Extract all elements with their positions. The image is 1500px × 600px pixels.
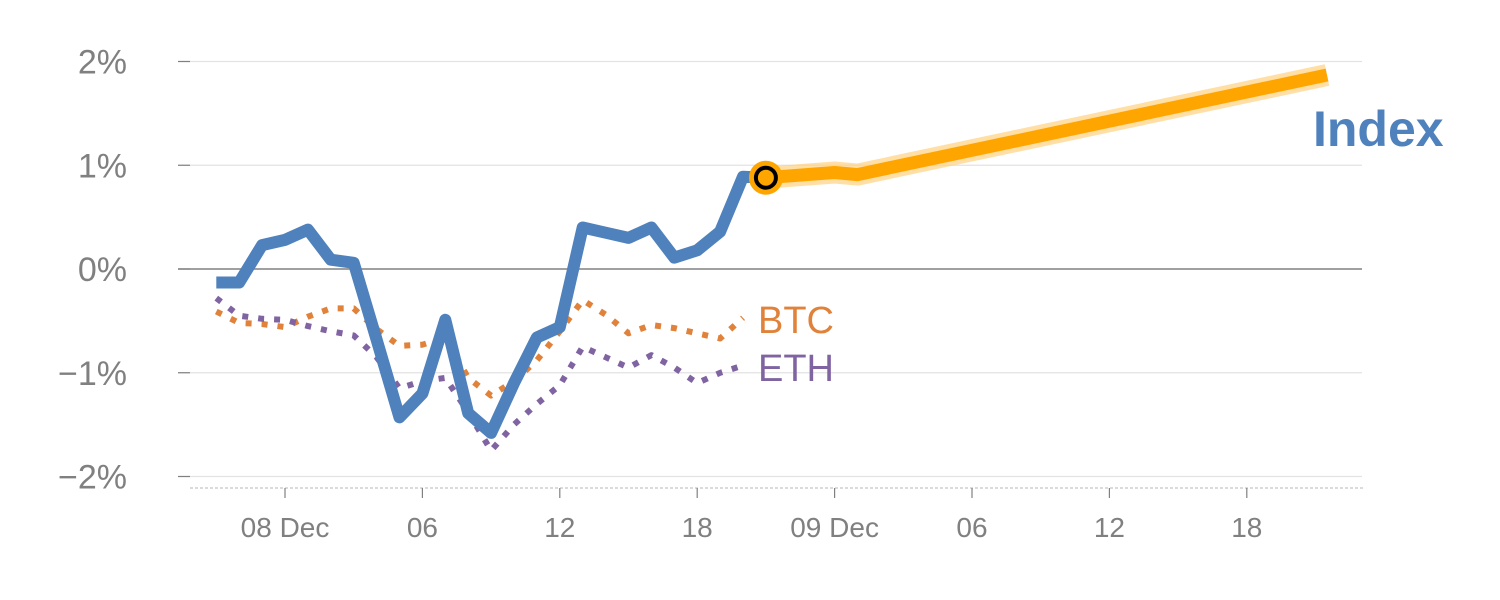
eth-series-label: ETH: [758, 348, 834, 390]
x-axis: 08 Dec 06 12 18 09 Dec 06 12 18: [190, 487, 1365, 543]
x-tick-label: 12: [1094, 512, 1125, 543]
btc-series-line: [214, 297, 746, 399]
y-axis: 2% 1% 0% −1% −2%: [58, 44, 190, 497]
y-tick-label: −1%: [58, 355, 127, 393]
x-tick-label: 18: [1231, 512, 1262, 543]
index-forecast-series-line: [765, 68, 1329, 185]
index-series-label: Index: [1313, 101, 1444, 157]
grid: [178, 60, 1362, 478]
y-tick-label: 2%: [78, 44, 127, 82]
x-tick-label: 06: [407, 512, 438, 543]
x-tick-label: 08 Dec: [241, 512, 330, 543]
y-tick-label: −2%: [58, 459, 127, 497]
x-tick-label: 09 Dec: [790, 512, 879, 543]
btc-series-label: BTC: [758, 300, 834, 342]
x-tick-label: 12: [544, 512, 575, 543]
x-tick-label: 06: [956, 512, 987, 543]
x-tick-label: 18: [682, 512, 713, 543]
series-lines: [214, 64, 1330, 454]
index-series-line: [216, 170, 767, 439]
current-point-marker-inner: [753, 165, 778, 190]
y-tick-label: 1%: [78, 147, 127, 185]
y-tick-label: 0%: [78, 251, 127, 289]
